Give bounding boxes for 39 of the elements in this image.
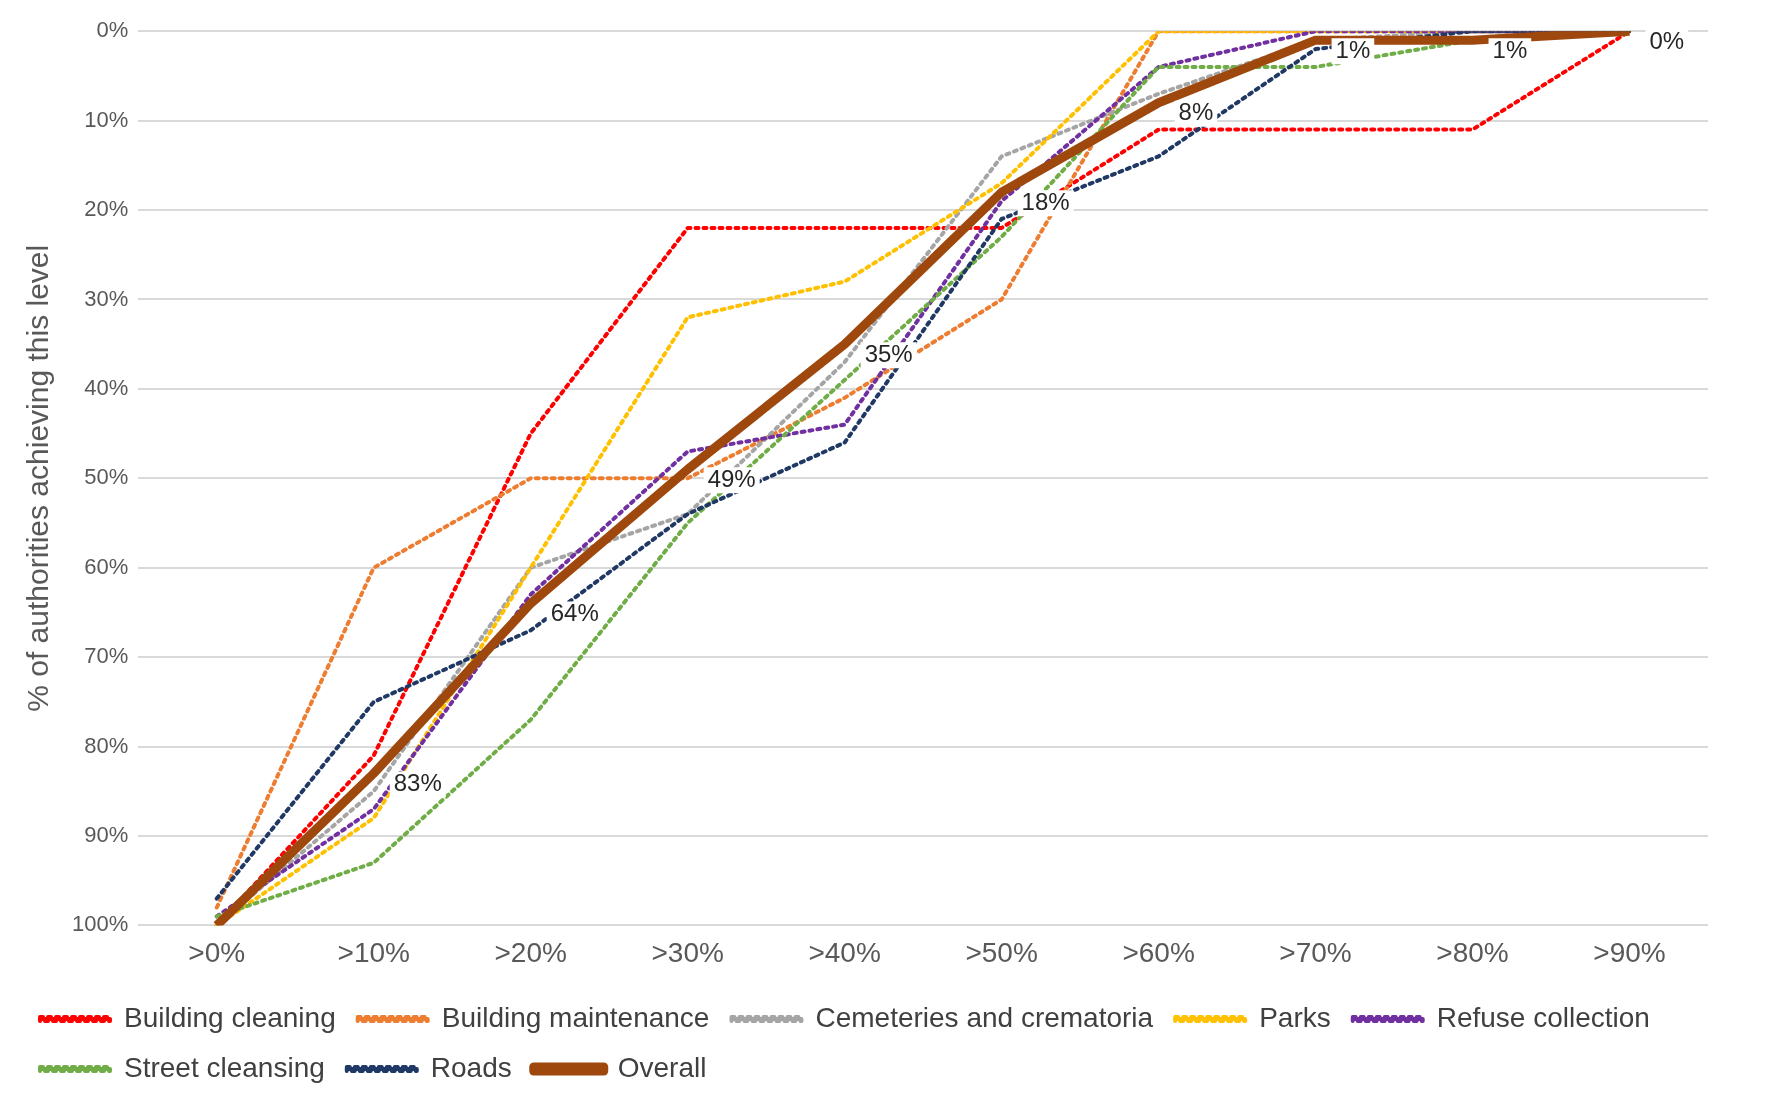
data-label: 49% [707,464,756,492]
legend-label: Roads [430,1051,512,1083]
y-tick-label: 20% [84,196,129,222]
data-label: 18% [1021,187,1070,215]
legend-label: Cemeteries and crematoria [815,1001,1154,1033]
legend-label: Building maintenance [441,1001,710,1033]
legend-label: Street cleansing [124,1051,325,1083]
y-tick-label: 30% [84,285,129,311]
y-axis-title: % of authorities achieving this level [21,244,55,712]
y-tick-label: 60% [84,553,129,579]
data-label: 0% [1649,26,1685,54]
data-label: 64% [550,599,599,627]
x-tick-label: >30% [651,936,724,968]
y-tick-label: 10% [84,106,129,132]
x-tick-label: >70% [1279,936,1352,968]
legend-label: Refuse collection [1436,1001,1650,1033]
data-label: 35% [864,339,913,367]
x-tick-label: >50% [965,936,1038,968]
y-tick-label: 90% [84,822,129,848]
x-tick-label: >0% [188,936,246,968]
y-tick-label: 80% [84,732,129,758]
legend-label: Parks [1259,1001,1331,1033]
data-label: 83% [393,769,442,797]
y-tick-label: 0% [96,17,129,43]
x-tick-label: >40% [808,936,881,968]
data-label: 1% [1492,35,1528,63]
y-tick-label: 100% [71,911,129,937]
x-tick-label: >10% [337,936,410,968]
y-tick-label: 50% [84,464,129,490]
y-tick-label: 40% [84,374,129,400]
x-tick-label: >20% [494,936,567,968]
data-label: 8% [1178,98,1214,126]
x-tick-label: >60% [1122,936,1195,968]
data-label: 1% [1335,35,1371,63]
legend-label: Overall [617,1051,707,1083]
x-tick-label: >90% [1593,936,1666,968]
x-tick-label: >80% [1436,936,1509,968]
legend-label: Building cleaning [124,1001,336,1033]
y-tick-label: 70% [84,643,129,669]
